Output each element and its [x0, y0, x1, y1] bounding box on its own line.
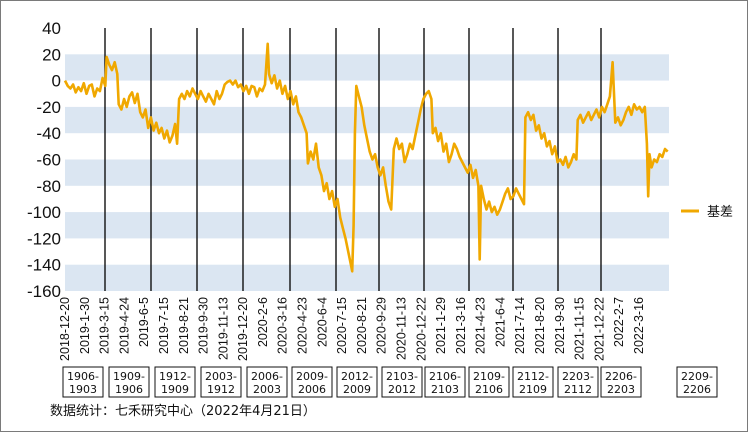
contract-box-label: 1912-	[159, 370, 191, 383]
stripe-band	[65, 54, 669, 81]
contract-box-label: 2006-	[251, 370, 283, 383]
x-tick-label: 2018-12-20	[58, 297, 72, 361]
contract-box	[676, 366, 718, 398]
x-tick-label: 2021-6-4	[493, 297, 507, 347]
contract-box	[154, 366, 196, 398]
contract-box	[336, 366, 378, 398]
x-tick-label: 2021-11-15	[573, 297, 587, 360]
legend: 基差	[681, 205, 733, 220]
contract-box-label: 2209-	[681, 370, 713, 383]
x-tick-label: 2019-7-15	[157, 297, 171, 354]
x-tick-label: 2022-3-16	[632, 297, 646, 354]
y-tick-label: -60	[36, 151, 61, 170]
x-tick-label: 2019-8-21	[177, 297, 191, 354]
contract-box-label: 2009-	[296, 370, 328, 383]
x-axis-ticks: 2018-12-20 2019-1-30 2019-3-15 2019-4-24 201…	[58, 297, 646, 361]
x-tick-label: 2019-11-13	[216, 297, 230, 360]
contract-box-label: 2203-	[562, 370, 594, 383]
y-tick-label: -160	[27, 282, 61, 301]
stripe-bands	[65, 54, 669, 291]
contract-box-label: 2003-	[205, 370, 237, 383]
x-tick-label: 2019-4-24	[117, 297, 131, 354]
series-layer	[63, 42, 669, 273]
contract-box	[246, 366, 288, 398]
contract-box-label: 2206	[683, 383, 711, 396]
contract-box-label: 2103	[431, 383, 459, 396]
contract-box	[424, 366, 466, 398]
x-tick-label: 2020-2-6	[256, 297, 270, 347]
contract-box-label: 2103-	[386, 370, 418, 383]
contract-box-label: 2206-	[605, 370, 637, 383]
x-tick-label: 2022-2-7	[612, 297, 626, 347]
stripe-band	[65, 159, 669, 186]
x-tick-label: 2020-6-4	[315, 297, 329, 347]
contract-box	[62, 366, 104, 398]
stripe-band	[65, 106, 669, 134]
contract-box-label: 2003	[253, 383, 281, 396]
x-tick-label: 2021-1-29	[434, 297, 448, 354]
contract-box-label: 2112	[564, 383, 592, 396]
contract-box	[200, 366, 242, 398]
x-tick-label: 2020-8-21	[355, 297, 369, 354]
x-tick-label: 2020-7-15	[335, 297, 349, 354]
y-tick-label: -40	[36, 124, 61, 143]
x-tick-label: 2021-7-14	[513, 297, 527, 354]
contract-box-label: 2012	[388, 383, 416, 396]
x-tick-label: 2021-9-30	[553, 297, 567, 354]
contract-box	[381, 366, 423, 398]
x-tick-label: 2020-12-22	[414, 297, 428, 361]
y-tick-label: -20	[36, 98, 61, 117]
footer-note: 数据统计：七禾研究中心（2022年4月21日）	[50, 404, 316, 419]
contract-box-label: 1903	[69, 383, 97, 396]
stripe-band	[65, 212, 669, 239]
contract-box	[557, 366, 599, 398]
contract-box-label: 2106-	[429, 370, 461, 383]
x-tick-label: 2021-3-16	[454, 297, 468, 354]
y-tick-label: 0	[52, 72, 61, 91]
contract-box-label: 2112-	[517, 370, 549, 383]
series-line	[63, 42, 669, 273]
x-tick-label: 2021-12-22	[592, 297, 606, 361]
contract-box-label: 2109	[519, 383, 547, 396]
x-tick-label: 2020-9-29	[375, 297, 389, 354]
contract-box	[468, 366, 510, 398]
contract-box	[512, 366, 554, 398]
contract-box	[291, 366, 333, 398]
x-tick-label: 2020-3-16	[276, 297, 290, 354]
x-tick-label: 2021-8-20	[533, 297, 547, 354]
y-tick-label: -80	[36, 177, 61, 196]
y-tick-label: -140	[27, 256, 61, 275]
x-tick-label: 2020-4-23	[296, 297, 310, 354]
y-tick-label: 40	[42, 19, 61, 38]
x-tick-label: 2020-11-13	[394, 297, 408, 360]
contract-box-label: 1906-	[67, 370, 99, 383]
x-tick-label: 2021-4-23	[474, 297, 488, 354]
contract-box-label: 2012-	[341, 370, 373, 383]
contract-box-label: 2006	[298, 383, 326, 396]
contract-box	[108, 366, 150, 398]
y-axis-ticks: 40 20 0 -20 -40 -60 -80 -100 -120 -140 -160	[27, 19, 61, 301]
x-tick-label: 2019-3-15	[98, 297, 112, 354]
y-tick-label: 20	[42, 45, 61, 64]
contract-box-label: 2009	[343, 383, 371, 396]
x-tick-label: 2019-6-5	[137, 297, 151, 347]
contract-box-label: 2109-	[473, 370, 505, 383]
contract-box-label: 1909-	[113, 370, 145, 383]
y-tick-label: -120	[27, 229, 61, 248]
contract-box-label: 2106	[475, 383, 503, 396]
x-tick-label: 2019-1-30	[78, 297, 92, 354]
y-tick-label: -100	[27, 203, 61, 222]
stripe-band	[65, 264, 669, 291]
contract-box	[600, 366, 642, 398]
x-tick-label: 2019-9-30	[197, 297, 211, 354]
x-tick-label: 2019-12-20	[236, 297, 250, 361]
contract-box-label: 1909	[161, 383, 189, 396]
contract-box-label: 2203	[607, 383, 635, 396]
contract-box-label: 1912	[207, 383, 235, 396]
contract-boxes: 1906-1903 1909-1906 1912-1909 2003-1912 2006…	[62, 366, 718, 398]
contract-box-label: 1906	[115, 383, 143, 396]
legend-label: 基差	[707, 205, 733, 220]
